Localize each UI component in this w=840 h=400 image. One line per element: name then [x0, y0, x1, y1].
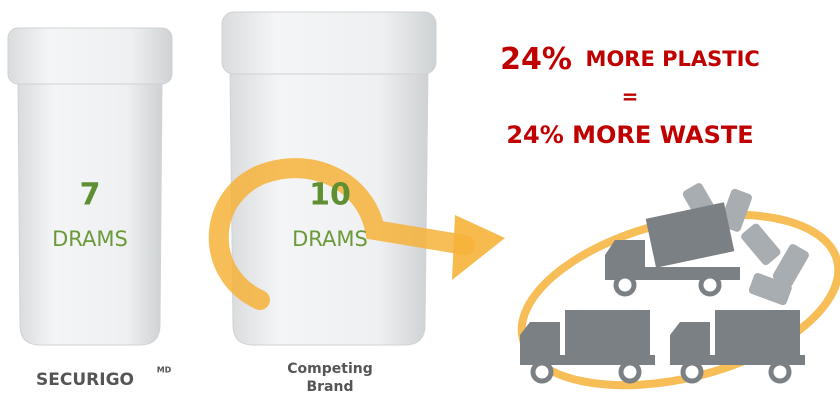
truck-bed — [646, 202, 735, 268]
brand-mark: MD — [157, 366, 172, 375]
unit: DRAMS — [52, 227, 128, 251]
jar-lid — [222, 12, 436, 74]
wheel — [621, 363, 639, 381]
amount: 7 — [80, 178, 101, 213]
wheel — [616, 276, 634, 294]
wheel — [771, 363, 789, 381]
infographic: 7 DRAMS 10 DRAMS SECURIGO MD Competing B… — [0, 0, 840, 400]
truck-cab — [670, 322, 710, 365]
truck-bed — [565, 310, 650, 355]
truck-bed — [715, 310, 800, 355]
wheel — [683, 363, 701, 381]
headline-text: 24% MORE WASTE — [506, 121, 753, 149]
amount: 10 — [309, 178, 351, 213]
truck-chassis — [645, 267, 740, 280]
truck-chassis — [560, 355, 655, 365]
jar-lid — [8, 28, 172, 84]
truck-chassis — [710, 355, 805, 365]
brand-label: SECURIGO — [36, 370, 134, 390]
brand-label: Competing — [287, 361, 372, 377]
headline-text: MORE PLASTIC — [586, 47, 760, 71]
headline-percent: 24% — [500, 42, 572, 77]
truck — [670, 310, 805, 381]
jar-body — [18, 80, 162, 345]
wheel — [533, 363, 551, 381]
arrow-head — [452, 215, 505, 280]
truck — [605, 202, 740, 294]
page: 7 DRAMS 10 DRAMS SECURIGO MD Competing B… — [0, 0, 840, 400]
headline-line: 24% MORE PLASTIC — [500, 42, 760, 77]
headline-equals: = — [622, 85, 639, 109]
unit: DRAMS — [292, 227, 368, 251]
bottle — [739, 222, 782, 267]
truck — [520, 310, 655, 381]
brand-label: Brand — [306, 379, 353, 395]
wheel — [701, 276, 719, 294]
truck-cab — [520, 322, 560, 365]
